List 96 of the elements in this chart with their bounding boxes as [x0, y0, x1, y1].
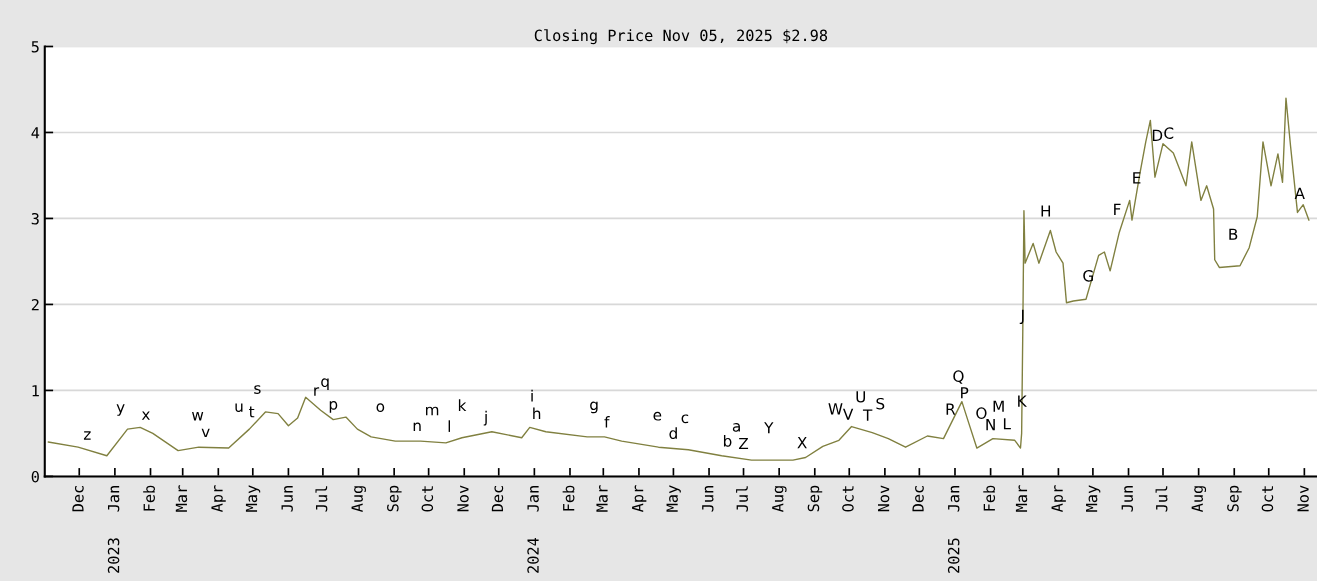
x-tick-label: Jul — [315, 486, 328, 512]
annotation: N — [986, 419, 995, 431]
x-tick-label: Apr — [632, 485, 647, 513]
y-tick-label: 1 — [32, 385, 39, 397]
x-tick-label: Feb — [983, 485, 996, 511]
x-tick-label: Jan — [108, 486, 120, 512]
x-tick-label: Dec — [491, 486, 504, 512]
x2-tick-label: 2023 — [107, 538, 120, 573]
x-tick-label: Aug — [1191, 486, 1207, 513]
annotation: X — [797, 437, 807, 449]
x-tick-label: Mar — [1015, 485, 1028, 512]
annotation: z — [83, 431, 91, 440]
annotation: p — [329, 400, 338, 413]
x-tick-label: Sep — [1227, 485, 1242, 512]
annotation: c — [681, 414, 689, 424]
annotation: m — [426, 406, 439, 416]
x-tick-label: Dec — [912, 486, 924, 512]
annotation: t — [249, 406, 255, 418]
x-tick-label: Feb — [562, 485, 575, 511]
annotation: R — [946, 403, 956, 415]
annotation: n — [413, 422, 421, 432]
y-tick-label: 0 — [31, 470, 39, 483]
x-tick-label: Sep — [807, 485, 823, 512]
x2-tick-label: 2024 — [527, 537, 539, 573]
annotation: C — [1164, 127, 1174, 139]
annotation: F — [1114, 203, 1121, 215]
annotation: U — [856, 391, 866, 403]
x-tick-label: Apr — [211, 485, 226, 513]
x-tick-label: Jul — [736, 486, 748, 512]
annotation: h — [533, 407, 541, 419]
annotation: w — [192, 412, 204, 421]
annotation: k — [458, 399, 467, 411]
x2-tick-label: 2025 — [947, 538, 960, 573]
annotation: S — [876, 397, 885, 410]
annotation: Z — [738, 437, 749, 450]
annotation: j — [483, 410, 487, 426]
y-tick-label: 2 — [31, 298, 39, 311]
y-tick-label: 5 — [31, 41, 39, 53]
annotation: a — [732, 423, 740, 432]
annotation: u — [235, 403, 243, 413]
annotation: s — [254, 385, 261, 394]
annotation: q — [321, 378, 329, 391]
annotation: l — [448, 420, 450, 432]
annotation: Q — [953, 370, 964, 384]
x-tick-label: Feb — [143, 485, 155, 511]
y-tick-label: 4 — [31, 127, 40, 139]
annotation: T — [862, 409, 873, 421]
x-tick-label: Jun — [281, 486, 293, 512]
annotation: K — [1018, 395, 1027, 407]
x-tick-label: Nov — [457, 485, 469, 512]
annotation: D — [1152, 129, 1163, 141]
annotation: H — [1041, 205, 1051, 217]
x-tick-label: Mar — [175, 485, 188, 512]
annotation: P — [961, 387, 969, 399]
annotation: G — [1083, 270, 1093, 282]
annotation: r — [314, 387, 320, 396]
annotation: V — [843, 408, 854, 420]
annotation: f — [604, 415, 610, 428]
x-tick-label: Dec — [72, 486, 84, 512]
annotation: o — [376, 403, 385, 413]
x-tick-label: Aug — [351, 486, 366, 513]
x-tick-label: Nov — [1297, 485, 1309, 512]
x-tick-label: Jun — [1121, 486, 1133, 512]
annotation: y — [116, 404, 125, 416]
y-tick-label: 3 — [31, 212, 39, 225]
annotation: M — [993, 400, 1004, 412]
x-tick-label: May — [1086, 485, 1101, 512]
annotation: b — [723, 434, 732, 447]
x-tick-label: Jan — [527, 486, 539, 512]
annotation: d — [669, 427, 677, 439]
annotation: i — [531, 389, 533, 402]
x-tick-label: May — [245, 485, 261, 512]
x-tick-label: Sep — [387, 485, 402, 512]
annotation: v — [201, 428, 210, 438]
annotation: O — [976, 407, 987, 419]
x-tick-label: Aug — [772, 486, 787, 513]
x-tick-label: May — [666, 485, 681, 512]
annotation: B — [1229, 228, 1238, 240]
x-tick-label: Oct — [1261, 486, 1274, 512]
annotation: W — [828, 403, 843, 415]
annotation: J — [1019, 309, 1024, 325]
line-series — [47, 97, 1310, 461]
x-tick-label: Jun — [702, 486, 714, 512]
annotation: L — [1003, 418, 1011, 430]
annotation: e — [653, 411, 662, 421]
x-tick-label: Oct — [421, 486, 434, 512]
x-tick-label: Oct — [842, 486, 854, 512]
annotation: g — [590, 401, 598, 414]
annotation: x — [141, 411, 150, 420]
chart-title: Closing Price Nov 05, 2025 $2.98 — [534, 29, 828, 45]
x-tick-label: Jul — [1155, 486, 1168, 512]
x-tick-label: Jan — [948, 486, 960, 512]
x-tick-label: Apr — [1051, 485, 1066, 513]
x-tick-label: Nov — [878, 485, 890, 512]
annotation: Y — [764, 422, 774, 434]
x-tick-label: Mar — [596, 485, 608, 512]
